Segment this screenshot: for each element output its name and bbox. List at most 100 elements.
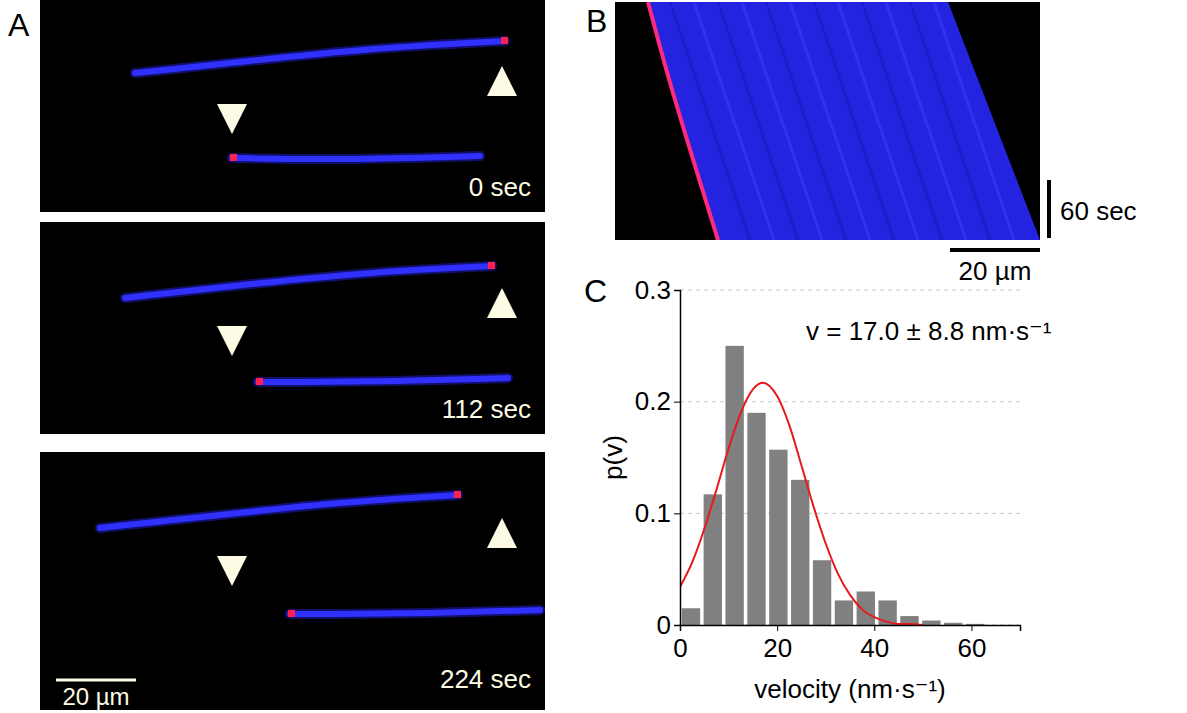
tick-label: 0.1 (635, 498, 671, 528)
arrowhead (487, 518, 517, 548)
fit-curve (680, 383, 923, 625)
filament-glow (135, 41, 505, 73)
tick: 0 (673, 625, 687, 663)
time-label: 0 sec (469, 172, 531, 202)
tick-label: 60 (957, 633, 986, 663)
time-bar-label: 60 sec (1060, 196, 1137, 226)
red-tip (288, 610, 295, 617)
time-label: 224 sec (440, 664, 531, 694)
x-axis: 0 20 40 60 (673, 625, 1020, 663)
kymograph-streak (838, 2, 918, 240)
grid-line (680, 290, 1020, 291)
filament-glow (125, 266, 492, 298)
annotation: v = 17.0 ± 8.8 nm·s⁻¹ (806, 316, 1052, 346)
y-axis: 0 0.1 0.2 0.3 (635, 275, 681, 640)
tick: 0 (657, 610, 680, 640)
kymograph-streak (742, 2, 822, 240)
image-frame: 224 sec 20 µm (40, 452, 545, 710)
time-label: 112 sec (442, 394, 531, 424)
axis-line (674, 291, 681, 626)
tick: 40 (860, 625, 889, 663)
bar (813, 560, 831, 625)
bar (922, 621, 940, 625)
kymograph-background (615, 2, 1040, 240)
kymograph-streak (910, 2, 990, 240)
bar (944, 623, 962, 625)
kymograph-streak (766, 2, 846, 240)
arrowhead (217, 326, 247, 356)
scale-bar-label: 20 µm (959, 256, 1032, 286)
filament (135, 41, 505, 73)
axis-line (681, 626, 1021, 632)
red-tip (230, 154, 237, 161)
tick: 60 (957, 625, 986, 663)
bar (835, 600, 853, 625)
tick: 0.3 (635, 275, 680, 305)
red-tip (488, 262, 495, 269)
filament (258, 378, 508, 382)
arrowhead (217, 104, 247, 134)
panel-letter: C (584, 273, 607, 309)
filament (125, 266, 492, 298)
tick: 0.2 (635, 386, 680, 416)
arrowhead (217, 556, 247, 586)
filament (290, 610, 540, 614)
scale-bar (56, 679, 136, 682)
filament (232, 156, 480, 159)
image-frame: 112 sec (40, 222, 545, 434)
kymograph-streak (862, 2, 942, 240)
tick-mark (674, 402, 680, 403)
bar (682, 608, 700, 625)
bar (769, 450, 787, 625)
kymograph (615, 2, 1040, 240)
tick-label: 20 (763, 633, 792, 663)
filament (100, 495, 458, 528)
frame-background (40, 0, 545, 212)
kymograph-band (648, 2, 1040, 240)
filament-glow (100, 495, 458, 528)
bar (791, 480, 809, 625)
y-axis-title: p(v) (598, 435, 628, 480)
filament-glow (258, 378, 508, 382)
tick-mark (777, 625, 778, 631)
bar (857, 592, 875, 626)
frame-background (40, 222, 545, 434)
red-tip (454, 491, 461, 498)
x-axis-title: velocity (nm·s⁻¹) (754, 674, 945, 704)
filament-glow (290, 610, 540, 614)
arrowhead (487, 66, 517, 96)
tick-label: 0.3 (635, 275, 671, 305)
frame-background (40, 452, 545, 710)
kymograph-streak (814, 2, 894, 240)
time-bar (1047, 180, 1051, 238)
tick-label: 0.2 (635, 386, 671, 416)
tick: 0.1 (635, 498, 680, 528)
tick-label: 0 (657, 610, 671, 640)
tick-mark (874, 625, 875, 631)
panel-letter: A (8, 7, 30, 43)
bar (725, 346, 743, 625)
tick-label: 40 (860, 633, 889, 663)
scale-bar-label: 20 µm (62, 683, 129, 710)
bar (704, 494, 722, 625)
kymograph-streak (718, 2, 798, 240)
tick-mark (674, 625, 680, 626)
plot-area (680, 346, 984, 625)
panel-letter: B (586, 3, 607, 39)
bar (747, 413, 765, 625)
filament-glow (232, 156, 480, 159)
kymograph-streak (790, 2, 870, 240)
scale-bar (950, 248, 1040, 252)
tick-mark (971, 625, 972, 631)
red-tip (256, 378, 263, 385)
kymograph-streak (886, 2, 966, 240)
tick-label: 0 (673, 633, 687, 663)
arrowhead (487, 288, 517, 318)
tick-mark (674, 513, 680, 514)
tick-mark (674, 290, 680, 291)
image-frame: 0 sec (40, 0, 545, 212)
tick: 20 (763, 625, 792, 663)
red-tip (501, 37, 508, 44)
kymograph-streak (934, 2, 1014, 240)
kymograph-tip-trace (648, 2, 718, 240)
